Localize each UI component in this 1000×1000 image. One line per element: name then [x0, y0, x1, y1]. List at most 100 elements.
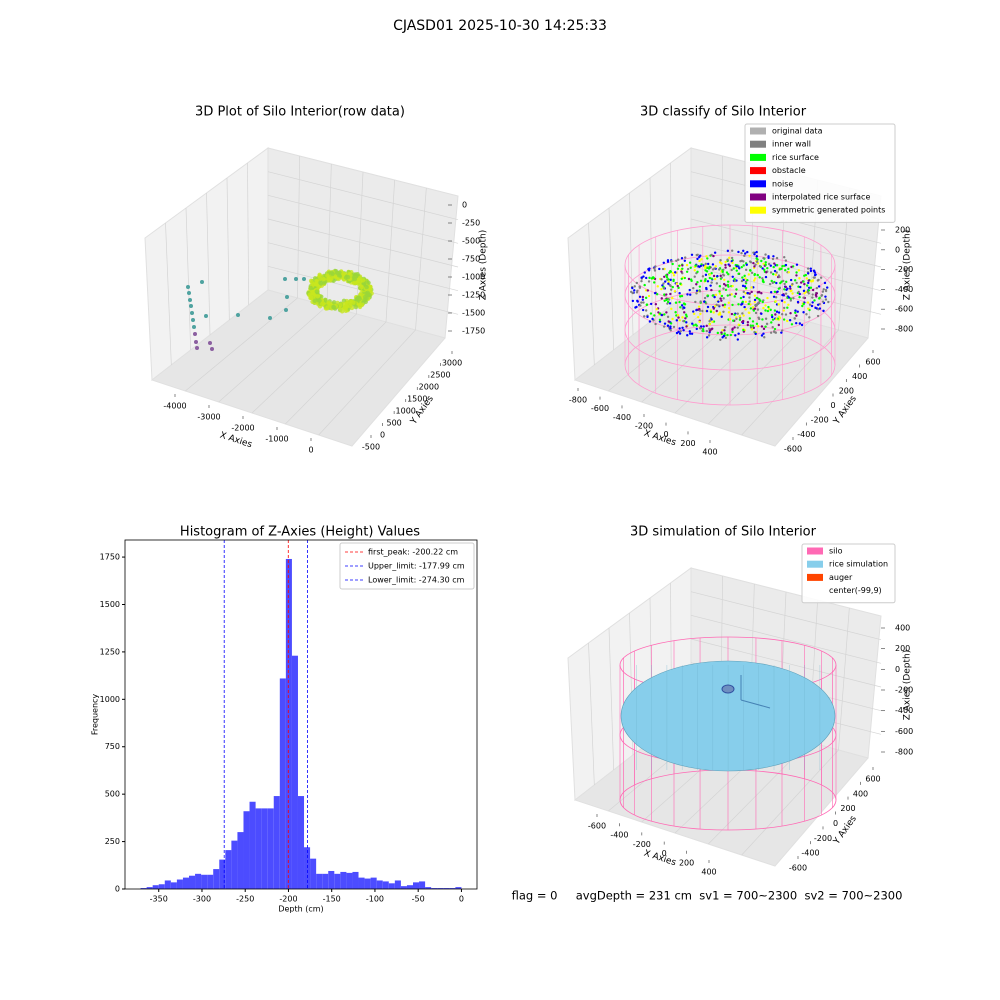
point-cloud [807, 281, 810, 285]
x-axis-label: X Axies [642, 849, 677, 869]
point-cloud [704, 273, 708, 277]
point-cloud [326, 276, 331, 282]
point-cloud [671, 317, 674, 321]
point-cloud [733, 313, 736, 316]
bar [201, 874, 208, 889]
point-cloud [686, 267, 690, 271]
point-cloud [784, 313, 788, 316]
point-cloud [631, 286, 634, 290]
z-axis-label: Z Axies (Depth) [903, 230, 913, 301]
point-cloud [664, 280, 667, 283]
point-cloud [769, 291, 773, 294]
pane-grid [218, 305, 328, 403]
z-tick-label: -400 [895, 285, 913, 294]
point-cloud [815, 295, 818, 298]
point-cloud [679, 282, 682, 286]
y-axis-label: Y Axies [831, 394, 859, 427]
bar [285, 558, 292, 889]
z-tick-label: -600 [895, 305, 913, 314]
point-cloud [708, 327, 711, 331]
pane-grid [674, 313, 780, 414]
point-cloud [765, 322, 769, 326]
point-cloud [732, 319, 735, 322]
legend-label: center(-99,9) [829, 586, 882, 595]
point-cloud [758, 264, 762, 268]
point-cloud [351, 300, 356, 305]
y-tick-label: -600 [784, 445, 802, 454]
point-cloud [753, 273, 756, 277]
point-cloud [755, 296, 759, 300]
point-cloud [751, 320, 755, 323]
point-cloud [754, 304, 758, 307]
point-cloud [736, 338, 740, 341]
point-cloud [752, 309, 756, 312]
point-cloud [770, 313, 774, 317]
point-cloud [743, 285, 747, 288]
point-cloud [786, 287, 789, 290]
point-cloud [676, 267, 680, 271]
point-cloud [681, 316, 684, 319]
point-cloud [749, 324, 752, 327]
point-cloud [724, 263, 727, 267]
point-cloud [733, 295, 736, 298]
pane-grid [385, 179, 396, 323]
y-tick-label: 0 [830, 401, 835, 410]
point-cloud [742, 295, 745, 299]
point-cloud [356, 295, 361, 300]
point-cloud [653, 281, 656, 284]
point-cloud [750, 271, 754, 275]
bar [346, 872, 353, 889]
pane-grid [690, 638, 882, 688]
bar [340, 871, 347, 889]
point-cloud [674, 301, 678, 304]
bar [310, 858, 317, 889]
point-cloud [791, 282, 794, 286]
point-cloud [688, 261, 692, 264]
point-cloud [756, 325, 760, 328]
point-cloud [343, 301, 348, 306]
point-cloud [695, 292, 698, 295]
pane-grid [690, 218, 882, 268]
point-cloud [650, 277, 654, 280]
point-cloud [669, 278, 672, 282]
point-cloud [782, 318, 786, 321]
point-cloud [773, 290, 777, 293]
point-cloud [668, 302, 672, 305]
point-cloud [754, 311, 758, 315]
point-cloud [188, 298, 192, 302]
point-cloud [685, 325, 688, 328]
point-cloud [647, 267, 650, 271]
point-cloud [690, 279, 693, 283]
point-cloud [748, 317, 752, 320]
point-cloud [795, 263, 799, 266]
point-cloud [663, 275, 666, 278]
point-cloud [775, 264, 779, 267]
bar [237, 832, 244, 889]
point-cloud [742, 290, 745, 294]
point-cloud [809, 286, 813, 289]
bar [358, 877, 365, 889]
point-cloud [809, 269, 813, 273]
point-cloud [681, 326, 684, 329]
point-cloud [698, 285, 702, 288]
point-cloud [782, 306, 786, 310]
point-cloud [770, 321, 773, 324]
point-cloud [647, 280, 651, 283]
z-tick-label: -800 [895, 325, 913, 334]
point-cloud [746, 279, 749, 282]
point-cloud [710, 253, 713, 257]
legend-label: original data [772, 127, 823, 136]
point-cloud [635, 291, 639, 294]
bar [243, 811, 250, 889]
point-cloud [692, 286, 695, 290]
point-cloud [773, 309, 777, 312]
point-cloud [706, 257, 709, 260]
point-cloud [669, 325, 672, 328]
point-cloud [769, 264, 772, 267]
point-cloud [191, 318, 195, 322]
point-cloud [688, 288, 691, 292]
point-cloud [631, 299, 635, 303]
y-axis-label: Frequency [91, 694, 100, 736]
z-axis-label: Z Axies (Depth) [903, 650, 913, 721]
point-cloud [641, 308, 645, 312]
